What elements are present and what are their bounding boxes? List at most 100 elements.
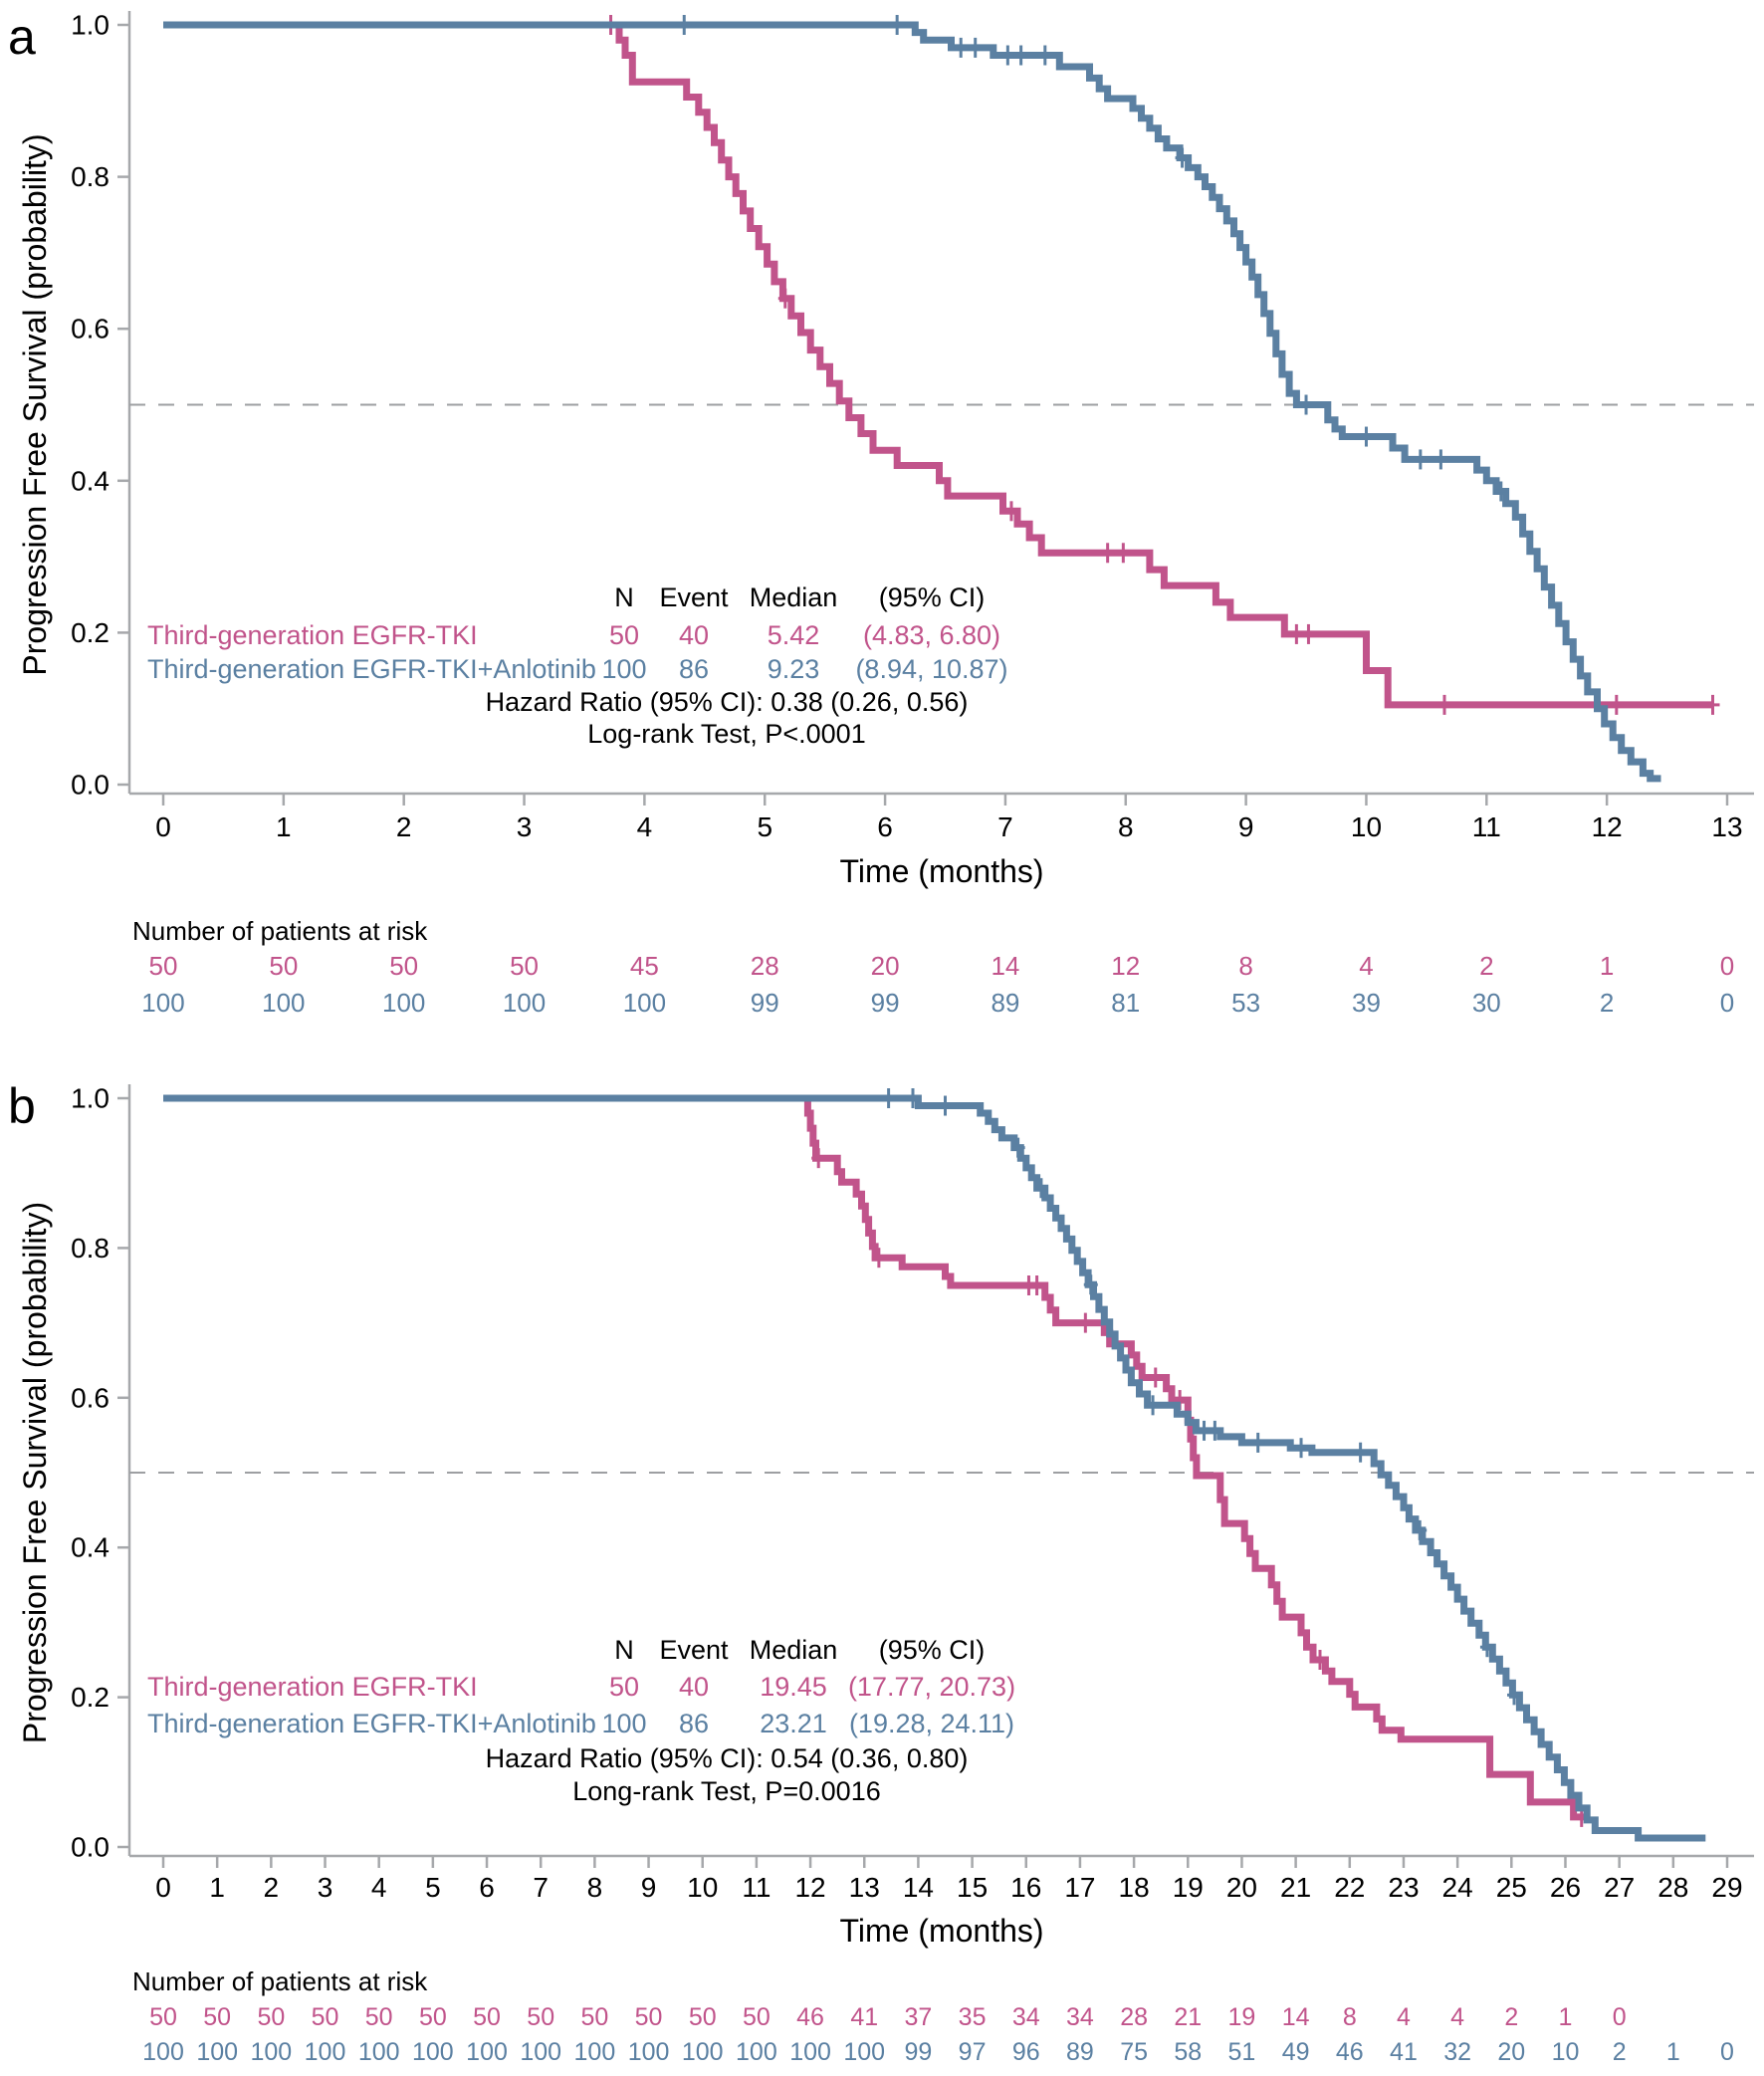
x-tick-label: 6 (877, 811, 893, 842)
risk-count: 100 (412, 2038, 454, 2066)
legend-series-label: Third-generation EGFR-TKI (147, 620, 478, 650)
risk-count: 99 (871, 988, 900, 1018)
risk-count: 100 (196, 2038, 238, 2066)
risk-count: 100 (843, 2038, 885, 2066)
risk-count: 100 (574, 2038, 616, 2066)
x-tick-label: 28 (1657, 1872, 1688, 1903)
legend-median-value: 19.45 (760, 1672, 827, 1702)
legend-header: Event (659, 1635, 729, 1665)
risk-count: 2 (1613, 2038, 1627, 2066)
legend-header: N (614, 1635, 634, 1665)
risk-count: 100 (682, 2038, 724, 2066)
km-curve-egfr-tki-anlotinib (163, 21, 1661, 783)
x-tick-label: 10 (1351, 811, 1382, 842)
logrank-test-text: Long-rank Test, P=0.0016 (572, 1776, 880, 1806)
risk-count: 20 (871, 951, 900, 981)
km-plot-a: a0.00.20.40.60.81.00 1 2 3 4 5 6 7 8 9 10 11 12 13Tim… (8, 9, 1754, 1018)
risk-count: 81 (1111, 988, 1140, 1018)
risk-row-pink: 50 50 50 50 50 50 50 50 50 50 50 50 46 41 37 35 34 34 28 21… (149, 2003, 1627, 2031)
legend-n-value: 50 (609, 620, 639, 650)
risk-count: 50 (203, 2003, 231, 2031)
risk-row-pink: 50 50 50 50 45 28 20 14 12 8 4 2 1 0 (149, 951, 1735, 981)
risk-row-blue: 100 100 100 100 100 100 100 100 100 100 100 100 100 1… (142, 2038, 1734, 2066)
risk-count: 12 (1111, 951, 1140, 981)
legend-ci-value: (17.77, 20.73) (848, 1672, 1015, 1702)
y-tick-label: 0.0 (71, 1832, 110, 1863)
legend-series-label: Third-generation EGFR-TKI+Anlotinib (147, 654, 596, 684)
risk-count: 50 (743, 2003, 771, 2031)
risk-count: 100 (789, 2038, 831, 2066)
legend-median-value: 9.23 (768, 654, 820, 684)
x-tick-label: 20 (1226, 1872, 1257, 1903)
risk-count: 0 (1720, 951, 1734, 981)
y-tick-label: 0.8 (71, 1233, 110, 1264)
risk-count: 100 (736, 2038, 777, 2066)
risk-count: 21 (1174, 2003, 1202, 2031)
risk-count: 19 (1228, 2003, 1256, 2031)
risk-count: 50 (149, 951, 178, 981)
x-tick-label: 2 (396, 811, 412, 842)
panel-letter: a (8, 9, 36, 65)
risk-count: 37 (905, 2003, 933, 2031)
x-tick-label: 4 (371, 1872, 387, 1903)
x-tick-label: 13 (849, 1872, 880, 1903)
risk-count: 50 (389, 951, 418, 981)
risk-count: 50 (257, 2003, 285, 2031)
y-tick-label: 0.2 (71, 1682, 110, 1713)
risk-count: 75 (1120, 2038, 1148, 2066)
legend-header: Median (750, 1635, 838, 1665)
risk-count: 34 (1066, 2003, 1094, 2031)
x-tick-label: 21 (1280, 1872, 1311, 1903)
risk-count: 50 (365, 2003, 393, 2031)
x-tick-label: 1 (276, 811, 292, 842)
risk-count: 8 (1238, 951, 1252, 981)
risk-count: 1 (1666, 2038, 1680, 2066)
x-tick-label: 9 (1238, 811, 1254, 842)
x-tick-label: 22 (1334, 1872, 1365, 1903)
x-tick-label: 19 (1173, 1872, 1204, 1903)
risk-count: 100 (466, 2038, 508, 2066)
x-tick-label: 7 (997, 811, 1013, 842)
risk-count: 50 (473, 2003, 501, 2031)
legend-event-value: 40 (679, 620, 709, 650)
x-tick-label: 9 (641, 1872, 657, 1903)
x-tick-label: 8 (587, 1872, 603, 1903)
risk-count: 1 (1600, 951, 1614, 981)
risk-count: 28 (751, 951, 779, 981)
hazard-ratio-text: Hazard Ratio (95% CI): 0.38 (0.26, 0.56) (486, 687, 969, 717)
risk-count: 100 (305, 2038, 346, 2066)
x-tick-label: 18 (1119, 1872, 1150, 1903)
risk-count: 50 (149, 2003, 177, 2031)
x-tick-label: 25 (1496, 1872, 1527, 1903)
risk-count: 4 (1397, 2003, 1411, 2031)
risk-count: 34 (1012, 2003, 1040, 2031)
risk-count: 39 (1352, 988, 1381, 1018)
legend-header: Event (659, 582, 729, 612)
risk-table-title: Number of patients at risk (132, 916, 428, 946)
x-tick-label: 8 (1118, 811, 1134, 842)
x-tick-label: 1 (209, 1872, 225, 1903)
legend-event-value: 86 (679, 1709, 709, 1738)
risk-count: 35 (959, 2003, 987, 2031)
x-tick-label: 23 (1388, 1872, 1419, 1903)
risk-count: 46 (1336, 2038, 1364, 2066)
risk-count: 14 (1282, 2003, 1310, 2031)
legend-event-value: 86 (679, 654, 709, 684)
y-tick-label: 1.0 (71, 1083, 110, 1114)
hazard-ratio-text: Hazard Ratio (95% CI): 0.54 (0.36, 0.80) (486, 1743, 969, 1773)
x-tick-label: 6 (479, 1872, 495, 1903)
risk-count: 45 (630, 951, 659, 981)
x-tick-label: 10 (687, 1872, 718, 1903)
legend-header: N (614, 582, 634, 612)
km-curve-egfr-tki (163, 21, 1713, 709)
x-tick-label: 11 (1472, 811, 1501, 842)
risk-count: 0 (1720, 2038, 1734, 2066)
risk-count: 96 (1012, 2038, 1040, 2066)
x-tick-label: 3 (517, 811, 533, 842)
risk-count: 100 (628, 2038, 670, 2066)
risk-count: 50 (510, 951, 539, 981)
legend-n-value: 100 (601, 654, 646, 684)
legend-n-value: 50 (609, 1672, 639, 1702)
risk-count: 32 (1443, 2038, 1471, 2066)
legend-median-value: 23.21 (760, 1709, 827, 1738)
